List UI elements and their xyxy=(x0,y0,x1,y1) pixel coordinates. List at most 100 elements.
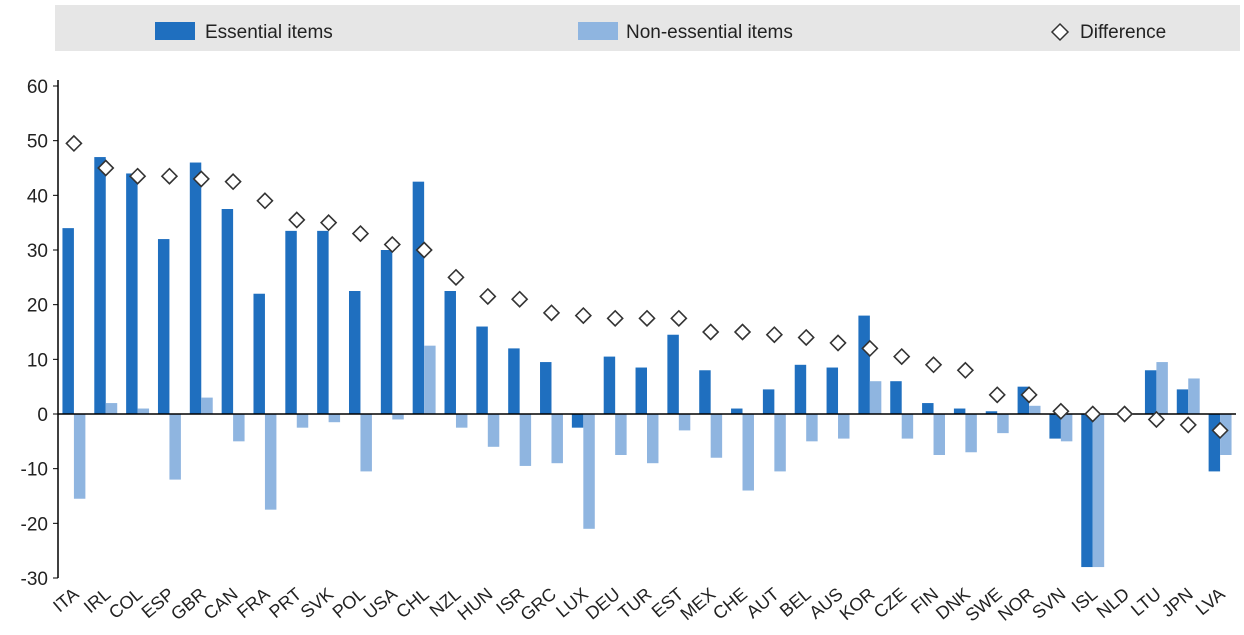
difference-marker-lva xyxy=(1211,421,1229,440)
bar-nonessential-mex xyxy=(710,414,723,458)
x-tick-label: CHL xyxy=(392,584,432,622)
x-tick-label: DEU xyxy=(582,584,624,624)
difference-marker-est xyxy=(670,309,688,327)
bar-essential-prt xyxy=(285,230,297,414)
bar-nonessential-prt xyxy=(296,414,309,428)
difference-markers xyxy=(65,134,1229,440)
bar-essential-swe xyxy=(985,411,998,414)
difference-marker-kor xyxy=(861,339,879,358)
y-tick-label: 30 xyxy=(27,241,48,262)
bar-nonessential-cze xyxy=(901,414,914,439)
x-tick-label: JPN xyxy=(1158,584,1197,621)
bar-essential-lva xyxy=(1208,414,1221,472)
legend-diamond-marker xyxy=(1050,22,1070,42)
bar-essential-ltu xyxy=(1144,370,1157,414)
x-tick-label: CHE xyxy=(709,584,751,624)
bar-nonessential-ltu xyxy=(1156,362,1168,414)
difference-marker-esp xyxy=(160,167,179,185)
difference-marker-tur xyxy=(638,309,656,327)
bar-nonessential-fra xyxy=(264,414,277,510)
difference-marker-nor xyxy=(1020,386,1038,404)
bar-nonessential-svn xyxy=(1060,414,1073,442)
bar-essential-chl xyxy=(412,181,425,414)
difference-marker-prt xyxy=(288,211,306,229)
bar-nonessential-col xyxy=(137,408,150,414)
bar-essential-lux xyxy=(571,414,584,428)
y-tick-label: -10 xyxy=(21,460,48,481)
y-tick-label: 20 xyxy=(27,296,48,317)
x-tick-label: TUR xyxy=(614,584,655,623)
bar-nonessential-aut xyxy=(774,414,786,472)
x-tick-label: FRA xyxy=(233,584,273,622)
difference-marker-nzl xyxy=(447,268,465,286)
difference-marker-aut xyxy=(765,326,783,344)
legend-background xyxy=(55,5,1240,51)
x-tick-label: USA xyxy=(360,584,401,623)
bar-nonessential-kor xyxy=(869,381,882,414)
bar-essential-esp xyxy=(157,239,170,414)
legend-swatch-essential xyxy=(155,22,195,40)
difference-marker-chl xyxy=(415,241,433,259)
bar-essential-svk xyxy=(317,230,329,414)
bar-essential-bel xyxy=(794,364,807,414)
bar-essential-deu xyxy=(603,356,616,414)
difference-marker-grc xyxy=(542,304,561,322)
difference-marker-cze xyxy=(893,347,911,366)
bar-nonessential-swe xyxy=(997,414,1009,434)
bar-nonessential-svk xyxy=(328,414,341,423)
x-tick-label: LTU xyxy=(1127,584,1165,620)
bar-nonessential-bel xyxy=(806,414,818,442)
difference-marker-isl xyxy=(1084,405,1102,423)
difference-marker-isr xyxy=(511,290,529,308)
bar-nonessential-deu xyxy=(615,414,627,455)
bar-nonessential-hun xyxy=(487,414,500,447)
difference-marker-pol xyxy=(351,224,370,243)
bar-nonessential-dnk xyxy=(965,414,977,453)
legend-swatch-nonessential xyxy=(578,22,618,40)
x-tick-label: ESP xyxy=(138,584,178,622)
bar-nonessential-lux xyxy=(583,414,595,529)
difference-marker-deu xyxy=(606,309,624,327)
y-tick-label: -30 xyxy=(21,569,48,590)
bar-nonessential-grc xyxy=(551,414,563,464)
difference-marker-mex xyxy=(702,323,720,341)
x-tick-label: HUN xyxy=(454,584,497,624)
x-tick-label: COL xyxy=(105,584,146,623)
difference-marker-gbr xyxy=(192,170,210,188)
bar-essential-isl xyxy=(1081,414,1093,568)
bar-nonessential-aus xyxy=(838,414,850,439)
bar-essential-gbr xyxy=(189,162,202,414)
bar-essential-pol xyxy=(348,291,361,414)
bar-essential-nzl xyxy=(444,291,456,414)
bar-essential-grc xyxy=(540,362,552,414)
bar-essential-hun xyxy=(476,326,488,414)
bar-essential-ita xyxy=(62,228,74,414)
difference-marker-bel xyxy=(797,328,815,347)
x-tick-label: SVN xyxy=(1028,584,1069,623)
difference-marker-fra xyxy=(256,192,274,210)
bars xyxy=(62,157,1232,568)
bar-essential-che xyxy=(731,408,743,414)
bar-essential-usa xyxy=(380,250,393,414)
difference-marker-aus xyxy=(829,334,847,352)
x-tick-label: AUS xyxy=(805,584,846,623)
y-tick-label: -20 xyxy=(21,514,48,535)
difference-marker-svk xyxy=(319,214,338,232)
difference-marker-che xyxy=(733,323,752,341)
bar-nonessential-isr xyxy=(519,414,532,466)
x-tick-label: CZE xyxy=(870,584,910,622)
bar-essential-kor xyxy=(858,315,870,414)
difference-marker-nld xyxy=(1115,405,1134,423)
bar-essential-isr xyxy=(508,348,520,414)
x-tick-label: SVK xyxy=(297,584,337,622)
bar-nonessential-nor xyxy=(1029,405,1041,414)
bar-essential-aus xyxy=(826,367,839,414)
difference-marker-jpn xyxy=(1179,416,1197,434)
x-tick-label: ITA xyxy=(49,584,82,616)
legend-label-nonessential: Non-essential items xyxy=(626,22,793,43)
bar-nonessential-che xyxy=(742,414,754,491)
y-tick-label: 50 xyxy=(27,132,48,153)
bar-nonessential-fin xyxy=(933,414,946,455)
